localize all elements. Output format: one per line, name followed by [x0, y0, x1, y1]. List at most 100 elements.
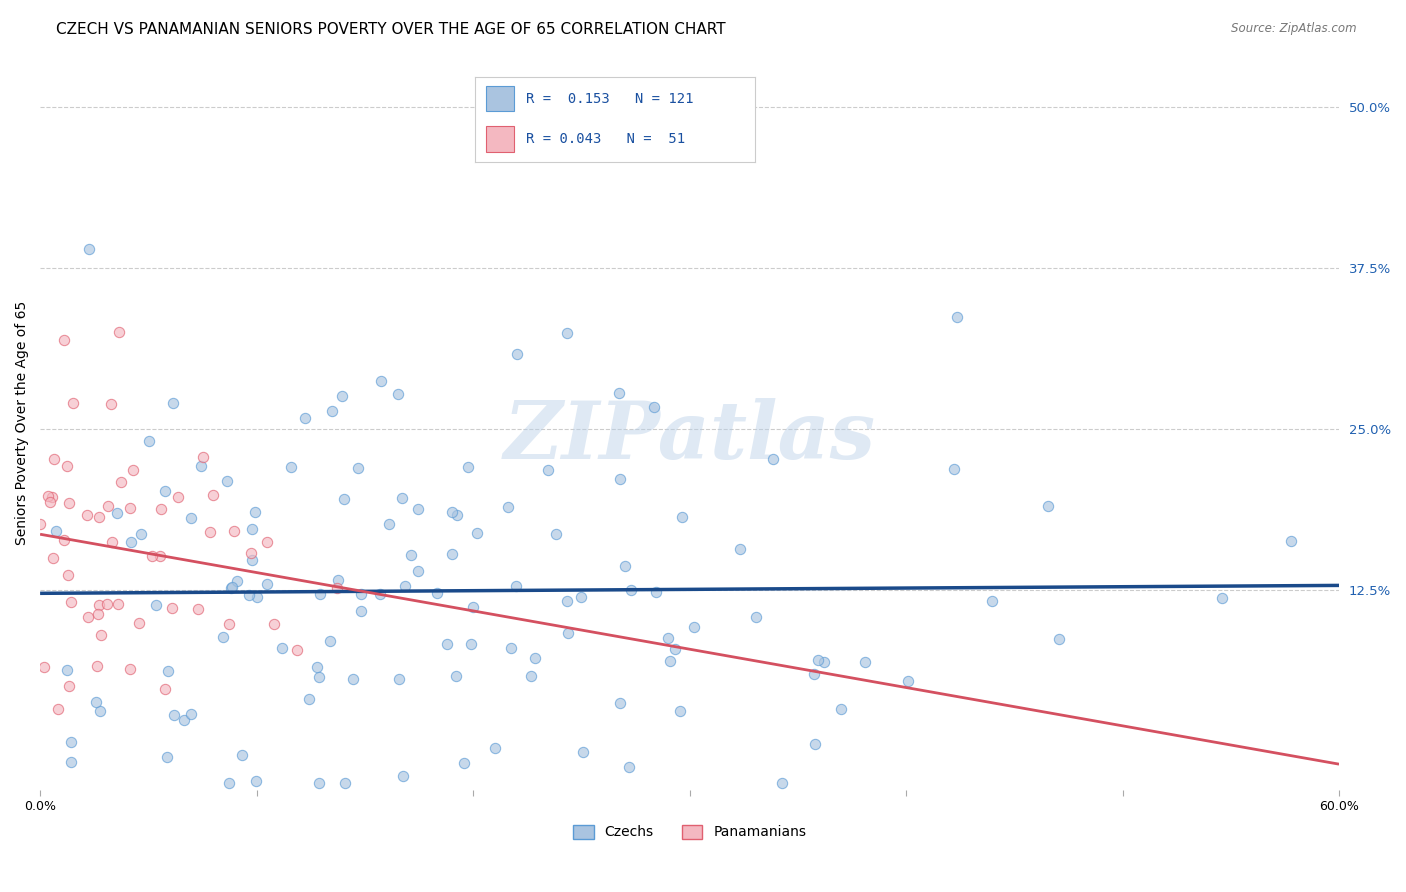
Point — [321, 404, 343, 418]
Point — [145, 598, 167, 612]
Point — [285, 643, 308, 657]
Point — [326, 573, 349, 587]
Point — [157, 665, 180, 679]
Point — [569, 590, 592, 604]
Point — [56, 663, 79, 677]
Point — [1211, 591, 1233, 606]
Point — [76, 609, 98, 624]
Point — [246, 590, 269, 604]
Point — [330, 389, 353, 403]
Point — [225, 574, 247, 588]
Point — [155, 750, 177, 764]
Point — [219, 582, 242, 596]
Point — [557, 625, 579, 640]
Point — [239, 546, 262, 560]
Point — [90, 627, 112, 641]
Point — [572, 745, 595, 759]
Point — [191, 450, 214, 465]
Point — [426, 586, 449, 600]
Point — [200, 524, 222, 539]
Point — [499, 640, 522, 655]
Point — [224, 524, 246, 538]
Point — [682, 620, 704, 634]
Point — [446, 508, 468, 522]
Point — [212, 630, 235, 644]
Point — [298, 692, 321, 706]
Point — [460, 637, 482, 651]
Point — [87, 510, 110, 524]
Point — [76, 508, 98, 522]
Point — [105, 507, 128, 521]
Point — [745, 610, 768, 624]
Point — [221, 580, 243, 594]
Point — [243, 505, 266, 519]
Point — [436, 636, 458, 650]
Point — [42, 551, 65, 566]
Point — [100, 397, 122, 411]
Point — [231, 747, 253, 762]
Point — [671, 510, 693, 524]
Point — [388, 673, 411, 687]
Point — [187, 601, 209, 615]
Point — [855, 655, 877, 669]
Point — [335, 776, 357, 790]
Text: Source: ZipAtlas.com: Source: ZipAtlas.com — [1232, 22, 1357, 36]
Point — [391, 491, 413, 506]
Point — [46, 702, 69, 716]
Point — [1049, 632, 1071, 646]
Point — [167, 490, 190, 504]
Point — [240, 553, 263, 567]
Point — [401, 549, 423, 563]
Point — [308, 670, 330, 684]
Point — [118, 501, 141, 516]
Point — [463, 599, 485, 614]
Point — [609, 696, 631, 710]
Point — [245, 774, 267, 789]
Point — [762, 452, 785, 467]
Point — [44, 452, 66, 467]
Point — [190, 459, 212, 474]
Point — [392, 769, 415, 783]
Point — [536, 462, 558, 476]
Point — [256, 577, 278, 591]
Point — [89, 704, 111, 718]
Point — [406, 502, 429, 516]
Point — [613, 559, 636, 574]
Point — [218, 776, 240, 790]
Point — [238, 588, 260, 602]
Point — [131, 527, 153, 541]
Point — [617, 759, 640, 773]
Point — [37, 489, 59, 503]
Point — [664, 642, 686, 657]
Point — [609, 472, 631, 486]
Point — [897, 674, 920, 689]
Point — [138, 434, 160, 449]
Point — [307, 659, 329, 673]
Point — [346, 461, 368, 475]
Point — [457, 459, 479, 474]
Point — [728, 541, 751, 556]
Point — [444, 668, 467, 682]
Point — [659, 654, 682, 668]
Point — [87, 607, 110, 621]
Point — [484, 740, 506, 755]
Point — [162, 396, 184, 410]
Point — [121, 463, 143, 477]
Point — [173, 713, 195, 727]
Point — [350, 587, 373, 601]
Point — [813, 655, 835, 669]
Point — [101, 535, 124, 549]
Point — [465, 526, 488, 541]
Point — [215, 475, 238, 489]
Point — [394, 579, 416, 593]
Point — [308, 776, 330, 790]
Point — [342, 673, 364, 687]
Text: ZIPatlas: ZIPatlas — [503, 399, 876, 476]
Point — [160, 601, 183, 615]
Point — [607, 386, 630, 401]
Point — [406, 564, 429, 578]
Point — [946, 310, 969, 325]
Point — [441, 547, 464, 561]
Text: CZECH VS PANAMANIAN SENIORS POVERTY OVER THE AGE OF 65 CORRELATION CHART: CZECH VS PANAMANIAN SENIORS POVERTY OVER… — [56, 22, 725, 37]
Point — [79, 242, 101, 256]
